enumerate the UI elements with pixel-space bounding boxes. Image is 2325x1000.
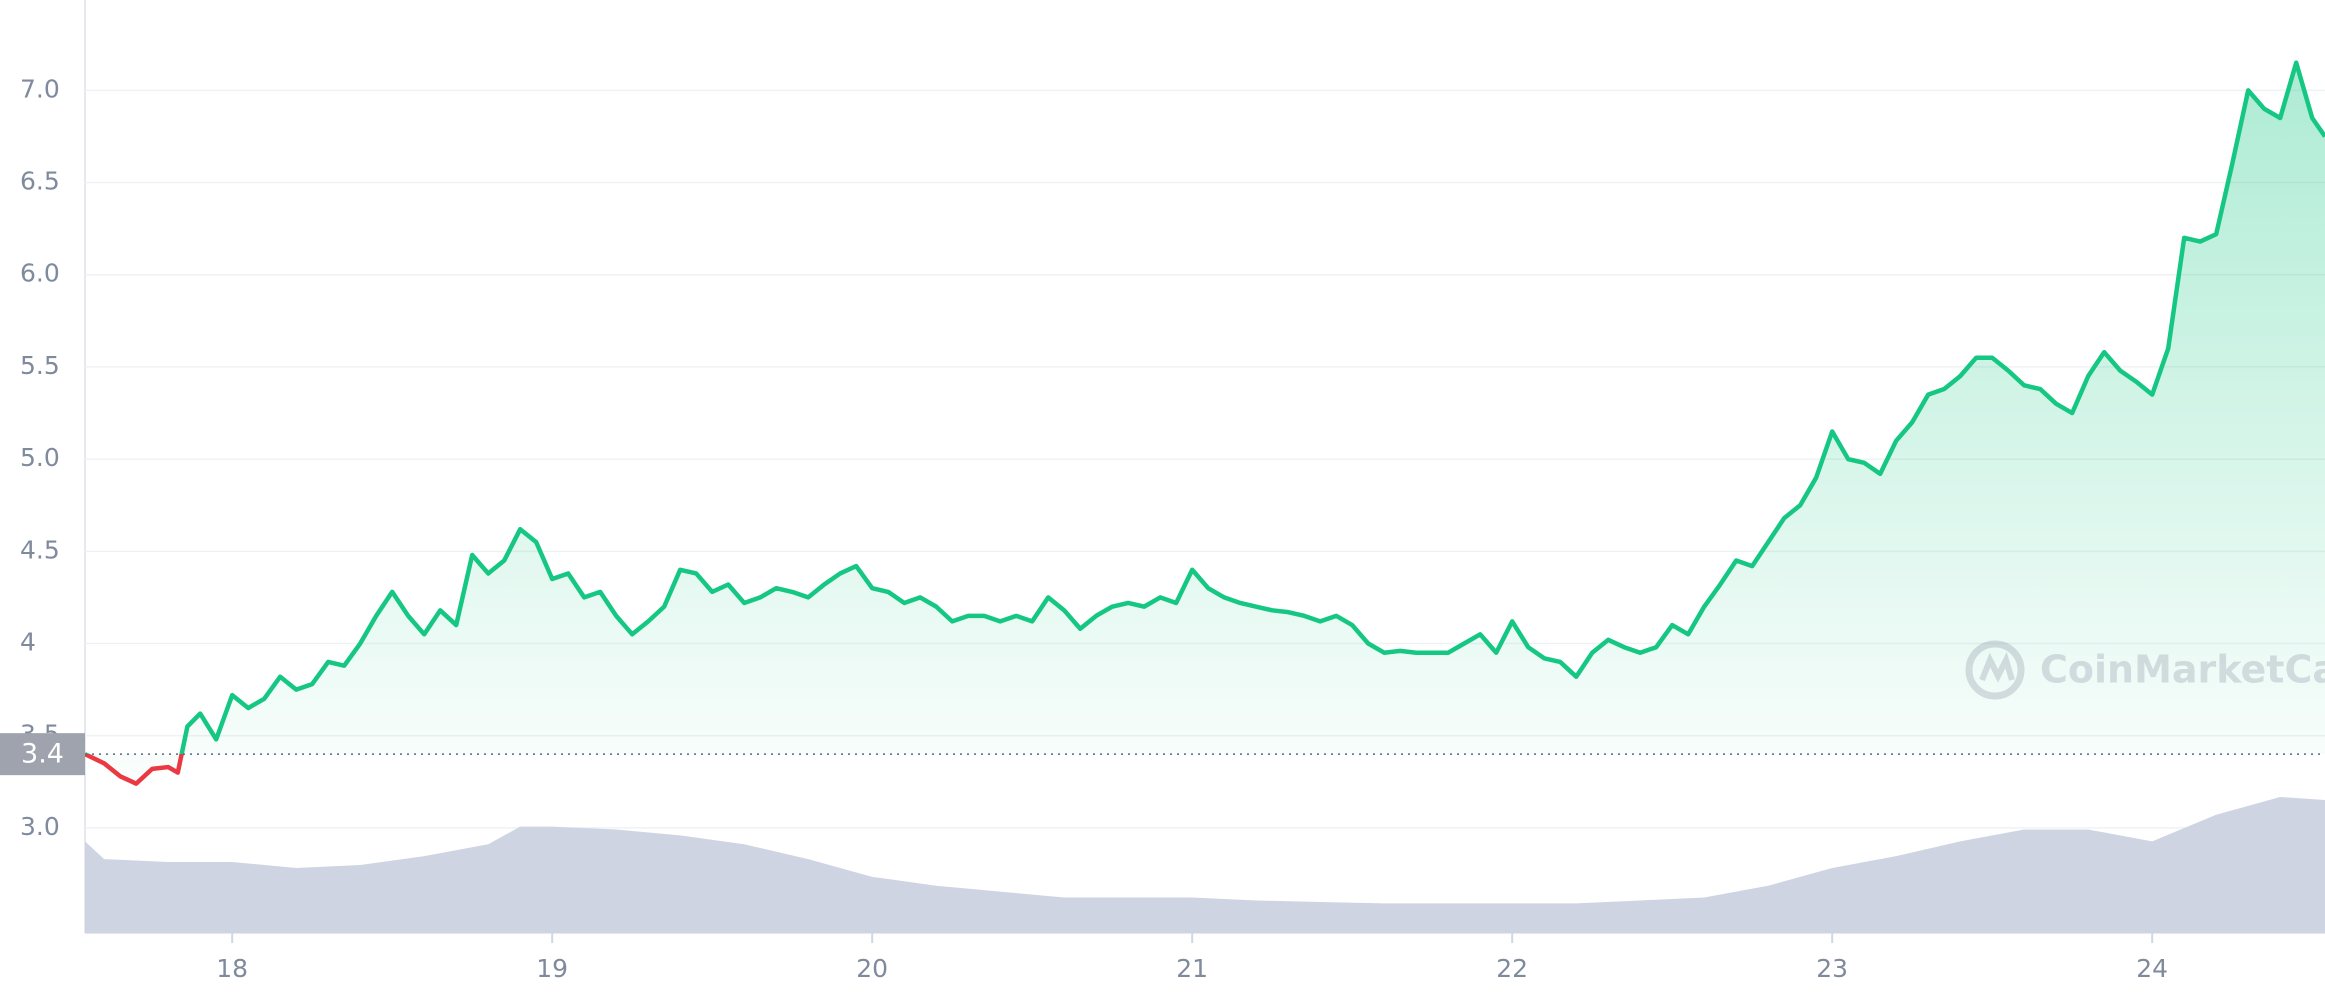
volume-area bbox=[85, 797, 2325, 933]
watermark: CoinMarketCap bbox=[1965, 640, 2325, 700]
price-area bbox=[85, 62, 2325, 784]
y-tick-label: 6.0 bbox=[20, 259, 60, 288]
y-tick-label: 7.0 bbox=[20, 74, 60, 103]
x-tick-label: 22 bbox=[1496, 954, 1528, 983]
y-tick-label: 4.5 bbox=[20, 535, 60, 564]
x-tick-label: 21 bbox=[1176, 954, 1208, 983]
y-tick-label: 4 bbox=[20, 628, 36, 657]
x-tick-label: 24 bbox=[2136, 954, 2168, 983]
watermark-logo bbox=[1965, 640, 2025, 700]
y-tick-label: 5.0 bbox=[20, 443, 60, 472]
watermark-logo-m bbox=[1979, 651, 2015, 683]
baseline-label: 3.4 bbox=[21, 739, 64, 770]
x-tick-label: 18 bbox=[216, 954, 248, 983]
x-tick-label: 23 bbox=[1816, 954, 1848, 983]
y-tick-label: 3.0 bbox=[20, 812, 60, 841]
baseline-label-box bbox=[0, 733, 85, 776]
x-tick-label: 19 bbox=[536, 954, 568, 983]
watermark-text: CoinMarketCap bbox=[2040, 648, 2325, 692]
price-line bbox=[84, 60, 2325, 786]
y-tick-label: 5.5 bbox=[20, 351, 60, 380]
y-tick-label: 6.5 bbox=[20, 167, 60, 196]
x-tick-label: 20 bbox=[856, 954, 888, 983]
